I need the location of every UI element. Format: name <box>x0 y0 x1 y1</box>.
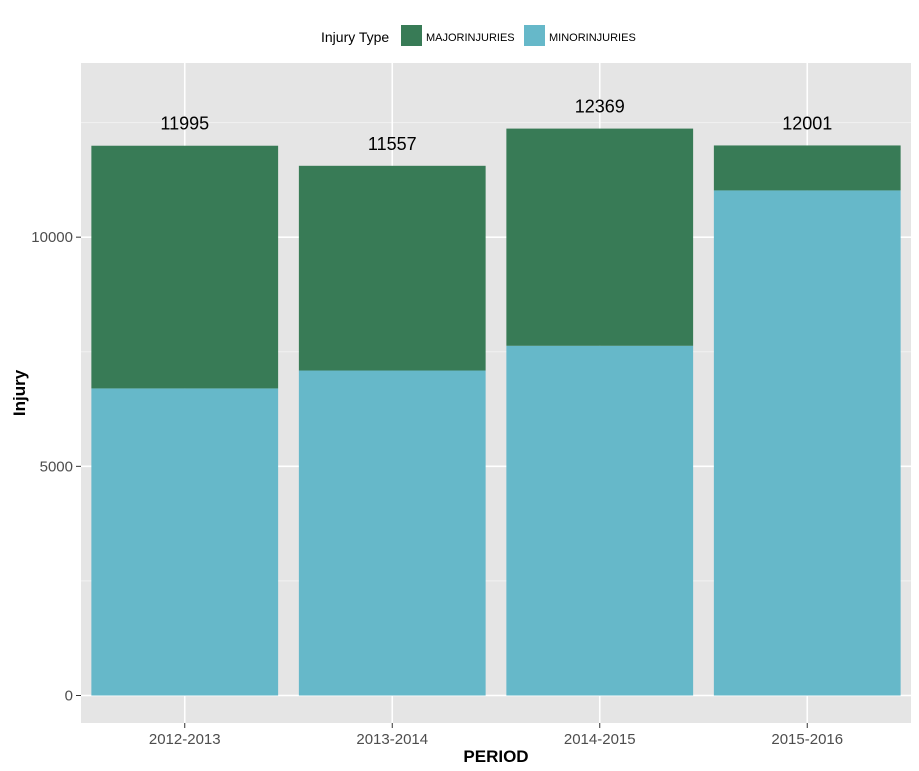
total-label-2014-2015: 12369 <box>575 97 625 117</box>
bar-majorinjuries-2015-2016 <box>713 145 901 191</box>
x-tick-label-2012-2013: 2012-2013 <box>149 731 221 748</box>
legend-label-majorinjuries: MAJORINJURIES <box>426 32 515 44</box>
bar-minorinjuries-2015-2016 <box>713 190 901 696</box>
y-axis-title: Injury <box>10 369 29 416</box>
y-tick-label: 10000 <box>31 229 73 246</box>
legend-key-majorinjuries <box>401 25 422 46</box>
bar-minorinjuries-2012-2013 <box>91 388 279 696</box>
x-axis: 2012-2013 2013-2014 2014-2015 2015-2016 <box>149 723 843 748</box>
legend-title: Injury Type <box>321 29 389 45</box>
bar-majorinjuries-2013-2014 <box>298 165 486 371</box>
legend-label-minorinjuries: MINORINJURIES <box>549 32 636 44</box>
bar-majorinjuries-2014-2015 <box>506 128 694 346</box>
legend-key-minorinjuries <box>524 25 545 46</box>
x-tick-label-2015-2016: 2015-2016 <box>771 731 843 748</box>
legend: Injury Type MAJORINJURIES MINORINJURIES <box>321 25 636 46</box>
total-label-2015-2016: 12001 <box>782 113 832 133</box>
y-tick-label: 0 <box>65 688 73 705</box>
x-tick-label-2014-2015: 2014-2015 <box>564 731 636 748</box>
y-axis: 0 5000 10000 <box>31 229 81 705</box>
total-label-2013-2014: 11557 <box>368 134 417 154</box>
total-labels: 11995 11557 12369 12001 <box>160 97 832 154</box>
y-tick-label: 5000 <box>40 458 73 475</box>
x-tick-label-2013-2014: 2013-2014 <box>356 731 428 748</box>
bar-majorinjuries-2012-2013 <box>91 145 279 389</box>
total-label-2012-2013: 11995 <box>160 114 209 134</box>
bar-minorinjuries-2013-2014 <box>298 370 486 696</box>
x-axis-title: PERIOD <box>463 747 528 766</box>
bars <box>91 128 901 696</box>
bar-minorinjuries-2014-2015 <box>506 345 694 696</box>
